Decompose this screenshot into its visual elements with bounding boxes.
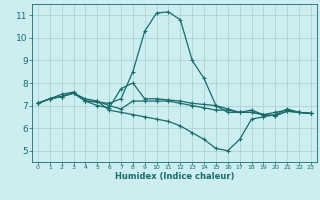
X-axis label: Humidex (Indice chaleur): Humidex (Indice chaleur) — [115, 172, 234, 181]
